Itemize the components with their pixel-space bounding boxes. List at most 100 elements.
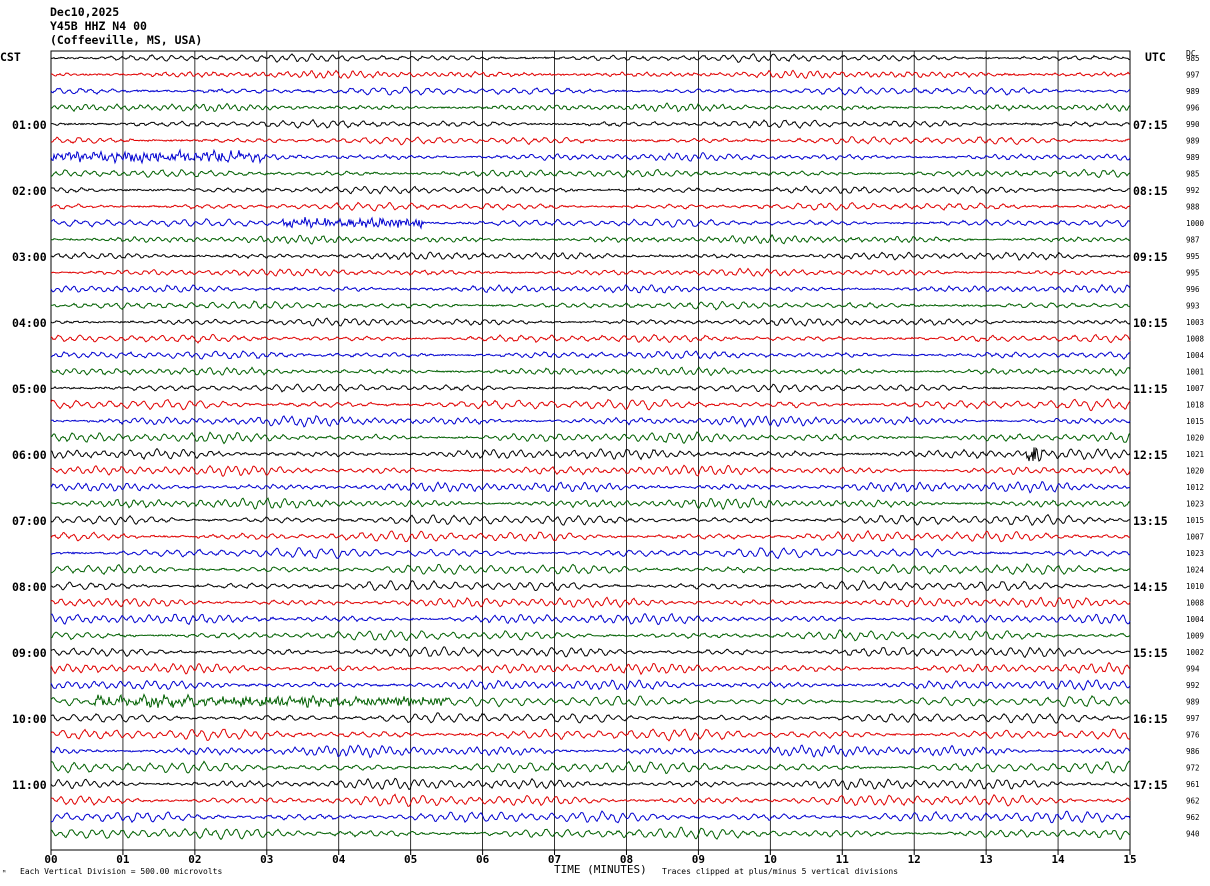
x-tick-label: 01 bbox=[116, 853, 130, 866]
utc-hour-label: 13:15 bbox=[1133, 514, 1168, 528]
seismic-trace bbox=[51, 712, 1131, 724]
utc-hour-label: 09:15 bbox=[1133, 250, 1168, 264]
seismic-trace bbox=[50, 317, 1131, 327]
dc-offset-label: 996 bbox=[1186, 285, 1200, 294]
dc-offset-label: 1015 bbox=[1186, 516, 1204, 525]
x-tick-label: 00 bbox=[44, 853, 57, 866]
seismic-trace bbox=[50, 102, 1131, 113]
seismic-trace bbox=[50, 333, 1131, 344]
dc-offset-label: 972 bbox=[1186, 764, 1200, 773]
seismic-trace bbox=[50, 233, 1131, 245]
seismic-trace bbox=[50, 148, 1131, 165]
dc-offset-label: 989 bbox=[1186, 87, 1200, 96]
utc-hour-label: 14:15 bbox=[1133, 580, 1168, 594]
seismic-trace bbox=[50, 497, 1131, 511]
seismic-trace bbox=[50, 563, 1131, 576]
utc-axis-label: UTC bbox=[1145, 50, 1166, 64]
x-tick-label: 04 bbox=[332, 853, 346, 866]
dc-offset-label: 997 bbox=[1186, 714, 1200, 723]
dc-label: DC bbox=[1186, 49, 1196, 58]
dc-offset-label: 995 bbox=[1186, 269, 1200, 278]
dc-offset-label: 1004 bbox=[1186, 351, 1205, 360]
cst-hour-label: 03:00 bbox=[12, 250, 47, 264]
seismic-trace bbox=[50, 431, 1131, 445]
cst-hour-label: 04:00 bbox=[12, 316, 47, 330]
cst-hour-label: 06:00 bbox=[12, 448, 47, 462]
utc-hour-label: 15:15 bbox=[1133, 646, 1168, 660]
seismic-trace bbox=[50, 53, 1131, 63]
cst-axis-label: CST bbox=[0, 50, 21, 64]
seismic-trace bbox=[50, 86, 1131, 96]
seismic-trace bbox=[50, 728, 1131, 742]
logo-mark: ᴹ bbox=[2, 869, 7, 877]
cst-hour-label: 11:00 bbox=[12, 778, 47, 792]
x-tick-label: 07 bbox=[548, 853, 561, 866]
seismic-trace bbox=[51, 267, 1131, 277]
dc-offset-label: 1023 bbox=[1186, 500, 1204, 509]
seismic-trace bbox=[50, 300, 1131, 311]
dc-offset-label: 1010 bbox=[1186, 582, 1205, 591]
dc-offset-label: 987 bbox=[1186, 236, 1200, 245]
seismic-trace bbox=[50, 216, 1131, 230]
cst-hour-label: 05:00 bbox=[12, 382, 47, 396]
x-tick-label: 10 bbox=[764, 853, 777, 866]
dc-offset-label: 990 bbox=[1186, 120, 1200, 129]
cst-hour-label: 07:00 bbox=[12, 514, 47, 528]
dc-offset-label: 992 bbox=[1186, 681, 1200, 690]
dc-offset-label: 1000 bbox=[1186, 219, 1205, 228]
dc-offset-label: 992 bbox=[1186, 186, 1200, 195]
seismic-trace bbox=[50, 283, 1131, 294]
seismic-trace bbox=[50, 579, 1131, 592]
seismic-trace bbox=[50, 810, 1131, 824]
dc-offset-label: 1018 bbox=[1186, 401, 1205, 410]
seismic-trace bbox=[50, 646, 1131, 659]
cst-hour-label: 08:00 bbox=[12, 580, 47, 594]
dc-offset-label: 1020 bbox=[1186, 434, 1205, 443]
seismic-trace bbox=[50, 661, 1131, 676]
seismic-trace bbox=[50, 168, 1131, 179]
cst-hour-label: 09:00 bbox=[12, 646, 47, 660]
x-tick-label: 05 bbox=[404, 853, 417, 866]
seismic-trace bbox=[50, 447, 1131, 462]
dc-offset-label: 989 bbox=[1186, 137, 1200, 146]
x-tick-label: 14 bbox=[1051, 853, 1065, 866]
dc-offset-label: 962 bbox=[1186, 797, 1200, 806]
header-date: Dec10,2025 bbox=[50, 5, 120, 19]
utc-hour-label: 11:15 bbox=[1133, 382, 1168, 396]
seismic-trace bbox=[50, 136, 1131, 146]
x-tick-label: 13 bbox=[980, 853, 993, 866]
dc-offset-label: 1008 bbox=[1186, 335, 1205, 344]
seismic-trace bbox=[50, 464, 1131, 477]
cst-hour-label: 02:00 bbox=[12, 184, 47, 198]
dc-offset-label: 1024 bbox=[1186, 566, 1205, 575]
seismic-trace bbox=[50, 760, 1131, 775]
dc-offset-label: 961 bbox=[1186, 780, 1200, 789]
dc-offset-label: 988 bbox=[1186, 203, 1200, 212]
dc-offset-label: 976 bbox=[1186, 731, 1200, 740]
dc-offset-label: 996 bbox=[1186, 104, 1200, 113]
dc-offset-label: 1001 bbox=[1186, 368, 1204, 377]
dc-offset-label: 989 bbox=[1186, 698, 1200, 707]
dc-offset-label: 1004 bbox=[1186, 615, 1205, 624]
dc-offset-label: 995 bbox=[1186, 252, 1200, 261]
seismic-trace bbox=[50, 629, 1131, 642]
seismic-trace bbox=[50, 383, 1131, 394]
x-tick-label: 11 bbox=[836, 853, 850, 866]
dc-offset-label: 989 bbox=[1186, 153, 1200, 162]
utc-hour-label: 07:15 bbox=[1133, 118, 1168, 132]
dc-offset-label: 997 bbox=[1186, 71, 1200, 80]
x-tick-label: 03 bbox=[260, 853, 273, 866]
seismic-trace bbox=[50, 744, 1131, 759]
seismic-trace bbox=[51, 118, 1131, 129]
seismic-trace bbox=[50, 251, 1131, 261]
seismic-trace bbox=[50, 366, 1131, 377]
dc-offset-label: 940 bbox=[1186, 830, 1200, 839]
x-tick-label: 06 bbox=[476, 853, 490, 866]
seismic-trace bbox=[50, 547, 1131, 560]
x-tick-label: 08 bbox=[620, 853, 633, 866]
x-tick-label: 12 bbox=[908, 853, 921, 866]
dc-offset-label: 1023 bbox=[1186, 549, 1204, 558]
plot-frame bbox=[50, 50, 1131, 851]
seismic-trace bbox=[50, 777, 1131, 791]
